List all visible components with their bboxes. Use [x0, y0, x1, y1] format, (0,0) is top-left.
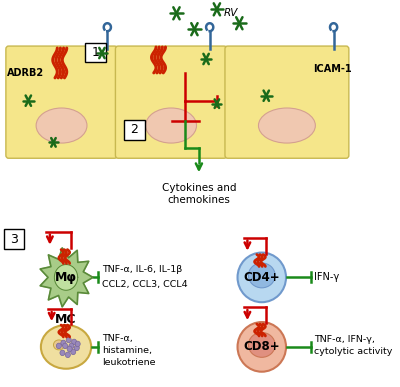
- Text: Cytokines and: Cytokines and: [162, 183, 236, 193]
- Circle shape: [71, 349, 76, 354]
- Circle shape: [56, 343, 61, 349]
- FancyBboxPatch shape: [85, 43, 106, 62]
- FancyBboxPatch shape: [4, 229, 24, 249]
- Text: CD4+: CD4+: [244, 271, 280, 284]
- Text: TNF-α, IL-6, IL-1β: TNF-α, IL-6, IL-1β: [102, 265, 182, 274]
- Ellipse shape: [238, 253, 286, 302]
- Text: ADRB2: ADRB2: [7, 68, 44, 78]
- Ellipse shape: [146, 108, 196, 143]
- Text: chemokines: chemokines: [168, 195, 230, 205]
- Circle shape: [72, 339, 77, 345]
- Text: 1: 1: [92, 46, 100, 59]
- Ellipse shape: [258, 108, 315, 143]
- Text: histamine,: histamine,: [102, 346, 152, 355]
- Ellipse shape: [238, 322, 286, 372]
- Text: TNF-α, IFN-γ,: TNF-α, IFN-γ,: [314, 336, 375, 344]
- Circle shape: [66, 337, 71, 343]
- FancyBboxPatch shape: [6, 46, 117, 158]
- Ellipse shape: [36, 108, 87, 143]
- Text: TNF-α,: TNF-α,: [102, 334, 133, 343]
- Circle shape: [75, 341, 80, 347]
- Ellipse shape: [248, 263, 275, 288]
- Text: leukotriene: leukotriene: [102, 358, 156, 367]
- Text: MC: MC: [55, 313, 77, 325]
- Polygon shape: [40, 248, 93, 307]
- Text: CCL2, CCL3, CCL4: CCL2, CCL3, CCL4: [102, 280, 188, 289]
- Text: CD8+: CD8+: [244, 341, 280, 353]
- Circle shape: [65, 352, 70, 358]
- Text: cytolytic activity: cytolytic activity: [314, 348, 392, 356]
- Ellipse shape: [248, 332, 275, 357]
- FancyBboxPatch shape: [124, 120, 144, 140]
- Circle shape: [61, 340, 66, 346]
- Ellipse shape: [41, 325, 91, 369]
- Circle shape: [74, 345, 79, 351]
- Ellipse shape: [54, 340, 64, 350]
- FancyBboxPatch shape: [116, 46, 227, 158]
- Polygon shape: [54, 264, 78, 290]
- Text: 3: 3: [10, 233, 18, 246]
- Circle shape: [69, 343, 74, 349]
- FancyBboxPatch shape: [225, 46, 349, 158]
- Text: IFN-γ: IFN-γ: [314, 272, 339, 283]
- Circle shape: [67, 346, 72, 352]
- Text: 2: 2: [130, 123, 138, 137]
- Text: RV: RV: [224, 8, 238, 18]
- Circle shape: [63, 343, 68, 349]
- Text: ICAM-1: ICAM-1: [313, 64, 352, 74]
- Circle shape: [60, 350, 65, 356]
- Text: Mφ: Mφ: [55, 271, 77, 284]
